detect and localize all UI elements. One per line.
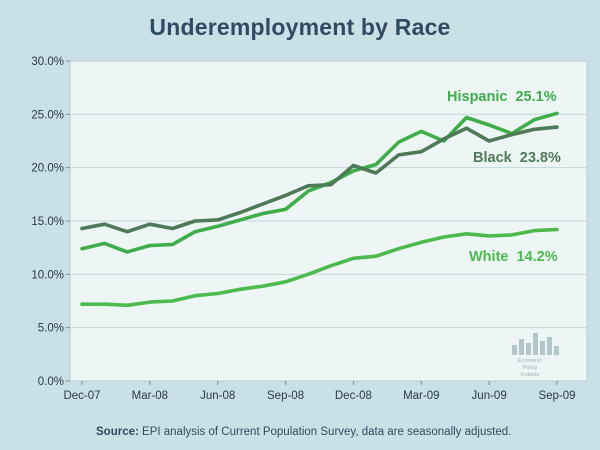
watermark-bar	[512, 345, 517, 355]
y-tick-label: 0.0%	[38, 376, 64, 388]
x-tick-label: Jun-09	[472, 390, 507, 402]
y-tick-label: 5.0%	[38, 323, 64, 335]
chart-title: Underemployment by Race	[149, 14, 451, 40]
watermark-bar	[540, 341, 545, 355]
watermark-bar	[554, 346, 559, 355]
watermark-text: Institute	[520, 372, 539, 378]
x-tick-label: Sep-09	[538, 390, 575, 402]
y-tick-label: 15.0%	[31, 216, 64, 228]
series-label-white: White 14.2%	[469, 249, 558, 265]
y-tick-label: 25.0%	[31, 109, 64, 121]
series-line-black	[80, 125, 559, 234]
series-label-hispanic: Hispanic 25.1%	[447, 89, 557, 105]
y-tick-label: 10.0%	[31, 269, 64, 281]
watermark-text: Policy	[523, 365, 538, 371]
y-tick-label: 20.0%	[31, 163, 64, 175]
watermark-text: Economic	[518, 358, 542, 364]
x-tick-label: Dec-07	[63, 390, 100, 402]
y-tick-label: 30.0%	[31, 56, 64, 68]
x-tick-label: Mar-08	[132, 390, 168, 402]
watermark-bar	[547, 337, 552, 355]
series-labels: Hispanic 25.1% Black 23.8% White 14.2%	[447, 89, 561, 265]
source-note: Source: EPI analysis of Current Populati…	[96, 426, 511, 438]
y-axis: 0.0% 5.0% 10.0% 15.0% 20.0% 25.0% 30.0%	[31, 56, 70, 388]
series-label-black: Black 23.8%	[473, 150, 561, 166]
watermark-bar	[519, 339, 524, 355]
x-tick-label: Sep-08	[267, 390, 304, 402]
source-text: EPI analysis of Current Population Surve…	[142, 426, 512, 438]
x-tick-label: Jun-08	[200, 390, 235, 402]
x-tick-label: Mar-09	[403, 390, 439, 402]
watermark-bar	[526, 343, 531, 355]
watermark-bar	[533, 333, 538, 355]
source-label: Source:	[96, 426, 139, 438]
series-lines	[80, 111, 559, 308]
series-line-white	[80, 227, 559, 308]
x-axis: Dec-07 Mar-08 Jun-08 Sep-08 Dec-08 Mar-09 Jun-…	[63, 381, 576, 402]
gridlines	[70, 113, 587, 329]
x-tick-label: Dec-08	[335, 390, 372, 402]
